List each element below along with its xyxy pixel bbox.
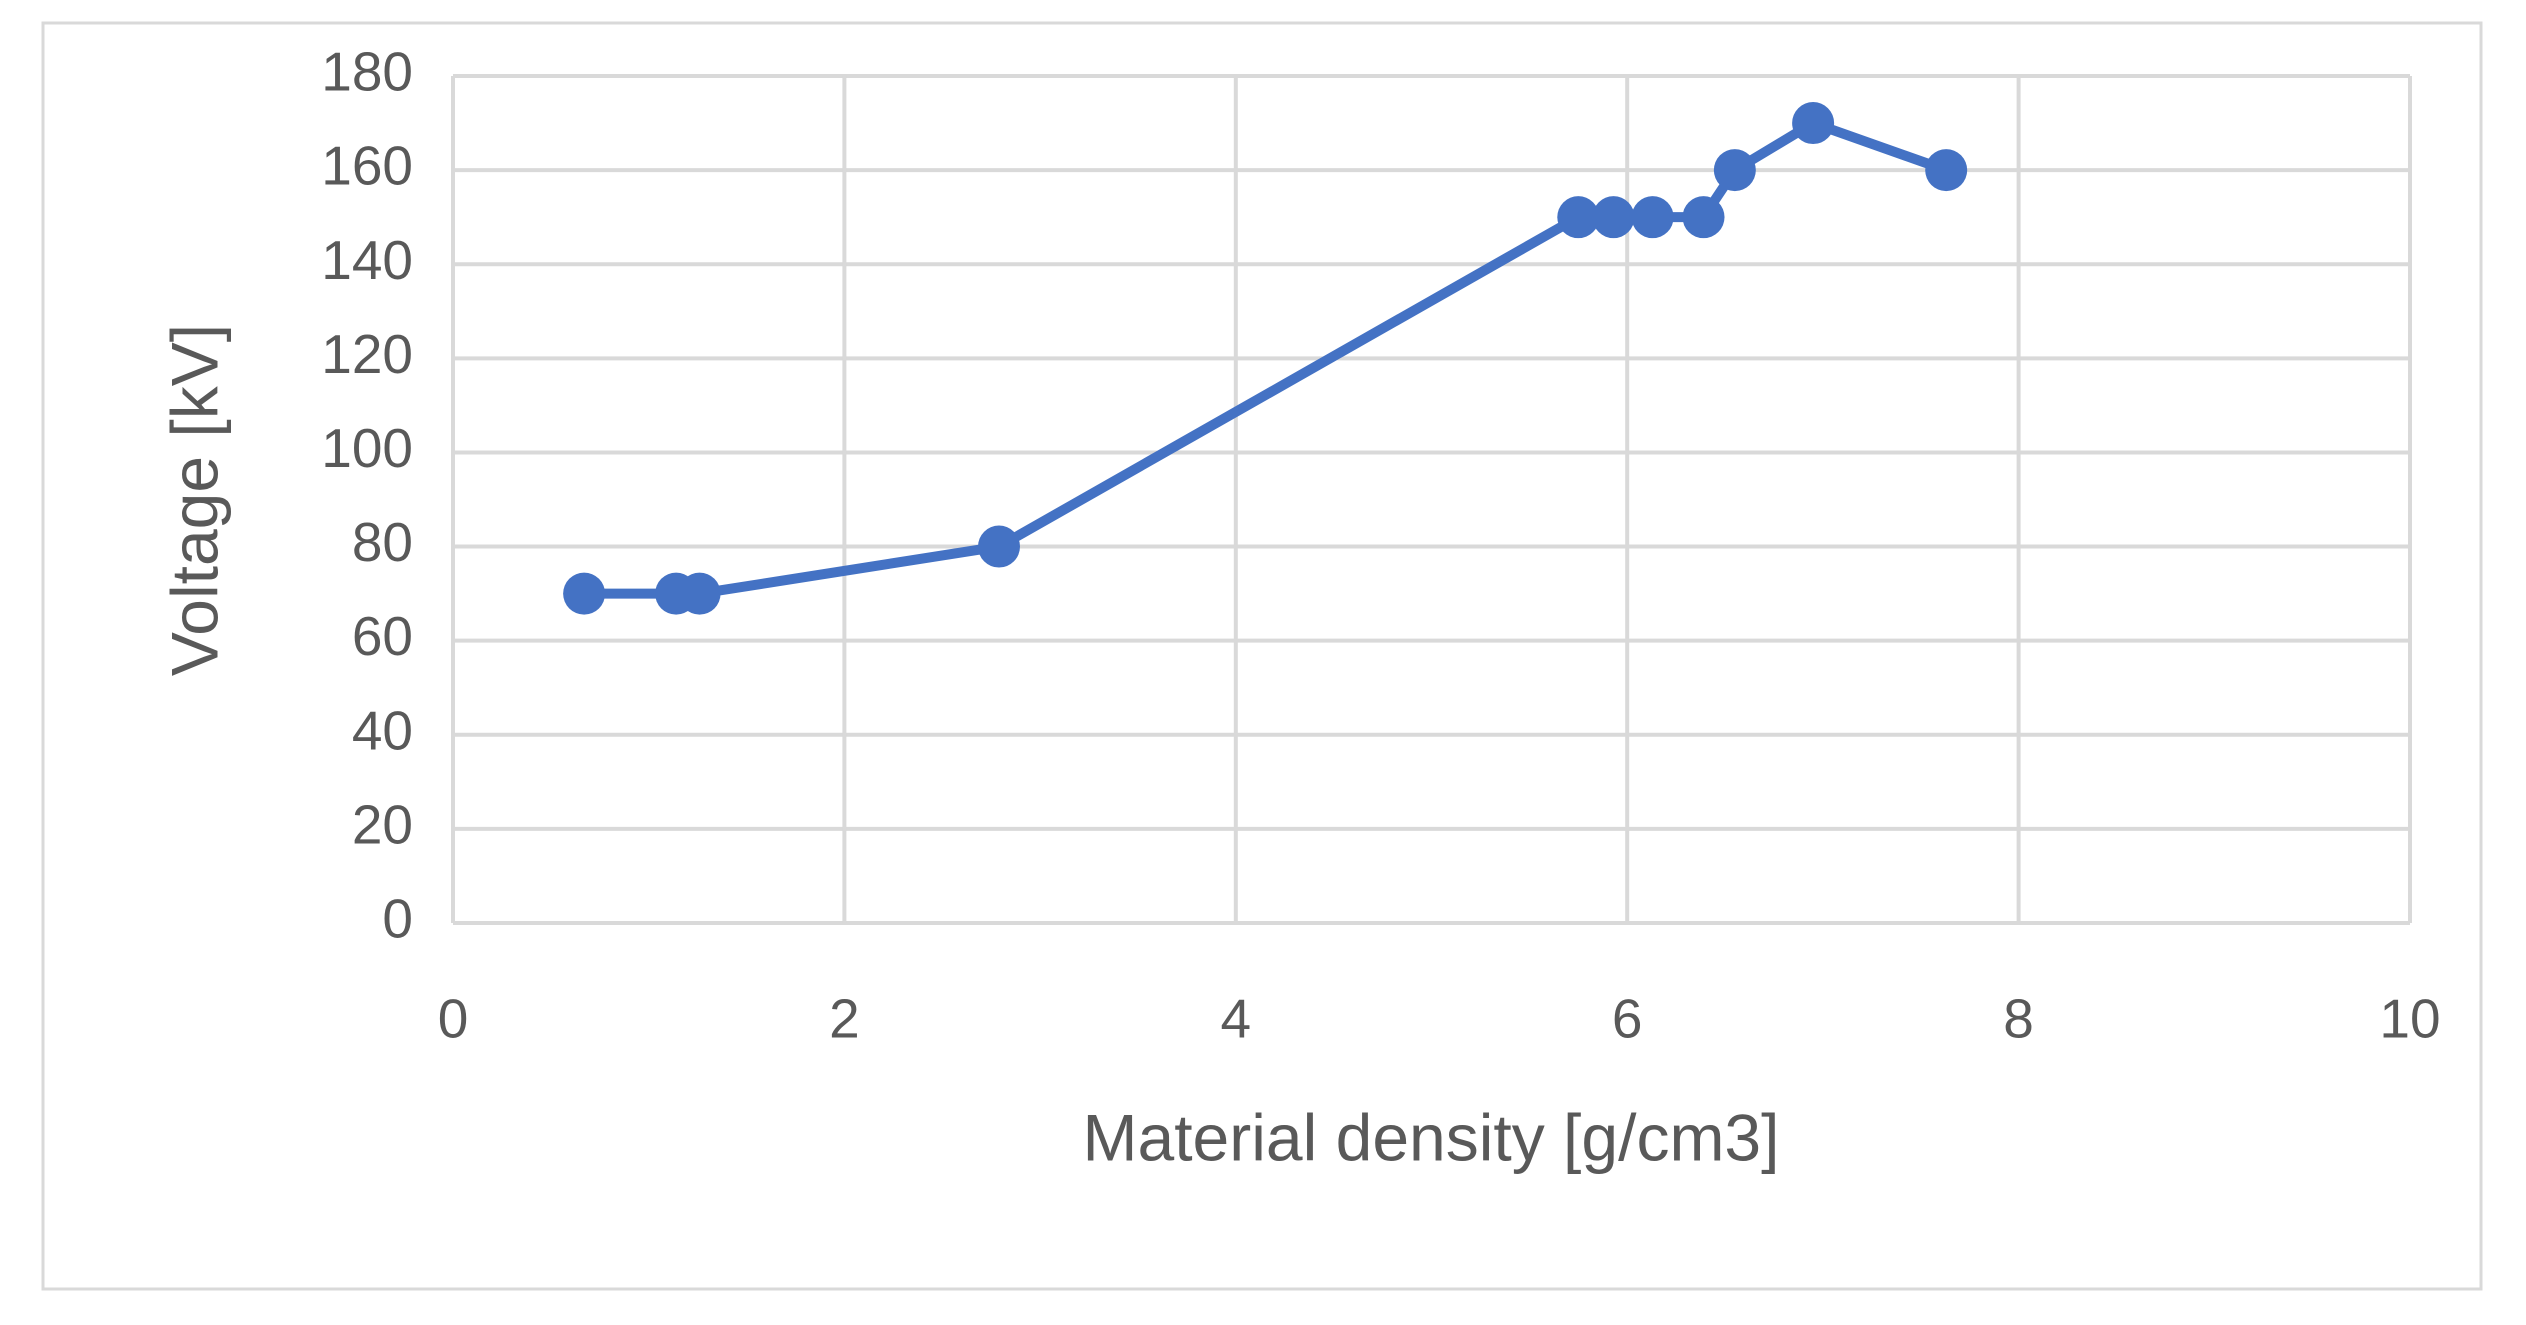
data-point [1713, 149, 1756, 192]
data-point [1792, 102, 1835, 145]
y-tick-label: 100 [321, 417, 413, 479]
y-tick-label: 180 [321, 41, 413, 103]
x-tick-label: 4 [1221, 988, 1252, 1050]
y-tick-label: 80 [352, 511, 413, 573]
data-point [1682, 196, 1725, 239]
y-tick-label: 0 [382, 888, 413, 950]
y-tick-label: 20 [352, 793, 413, 855]
y-tick-label: 40 [352, 699, 413, 761]
y-axis-title: Voltage [kV] [157, 324, 231, 676]
data-point [1592, 196, 1635, 239]
x-tick-label: 10 [2379, 988, 2440, 1050]
chart-border [41, 21, 2483, 1291]
data-point [978, 525, 1021, 568]
x-axis-title: Material density [g/cm3] [1083, 1100, 1780, 1174]
data-point [1925, 149, 1968, 192]
x-tick-label: 2 [829, 988, 860, 1050]
y-tick-label: 160 [321, 135, 413, 197]
y-tick-label: 120 [321, 323, 413, 385]
data-point [678, 572, 721, 615]
data-point [1631, 196, 1674, 239]
data-point [563, 572, 606, 615]
x-tick-label: 6 [1612, 988, 1643, 1050]
x-tick-label: 8 [2003, 988, 2034, 1050]
plot [563, 102, 1968, 615]
data-point [1557, 196, 1600, 239]
y-tick-label: 140 [321, 229, 413, 291]
x-tick-label: 0 [438, 988, 469, 1050]
y-tick-label: 60 [352, 605, 413, 667]
